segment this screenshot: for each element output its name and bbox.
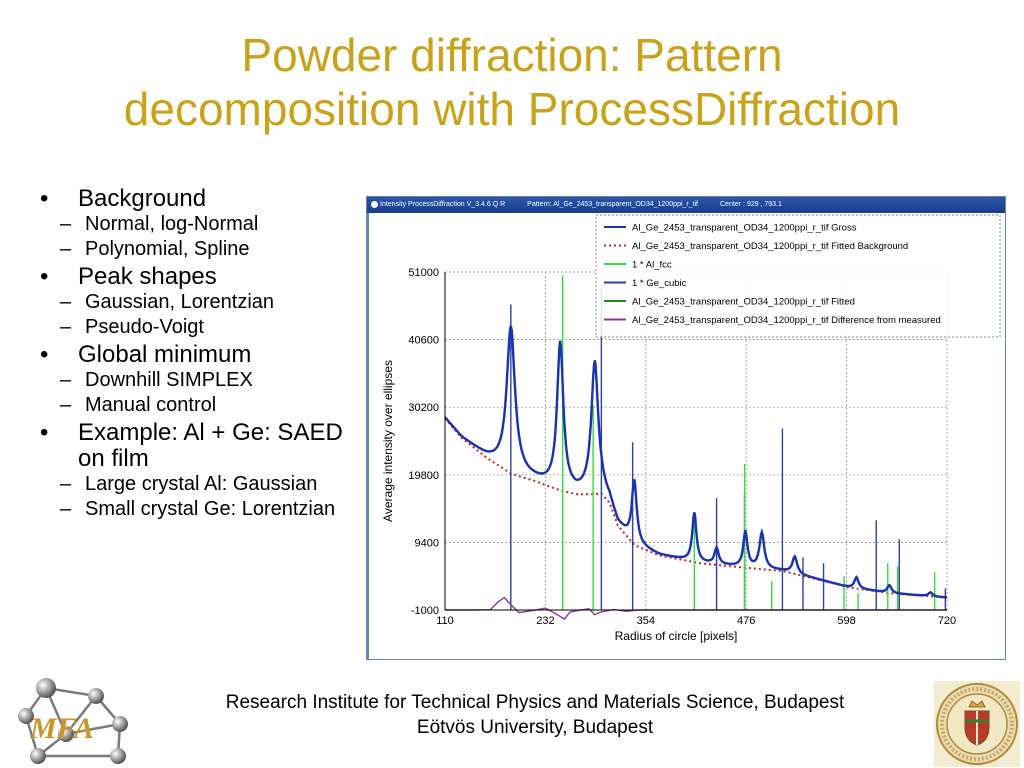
bullet-global-minimum: Global minimum Downhill SIMPLEX Manual c… (40, 341, 360, 417)
diffraction-plot: 110 232 354 476 598 720 51000 40600 30200 19800 94… (367, 213, 1005, 659)
legend-entry: 1 * Al_fcc (632, 260, 672, 271)
y-tick-label: 30200 (408, 402, 439, 414)
bullet-list: Background Normal, log-Normal Polynomial… (40, 182, 360, 524)
sub-bullet: Large crystal Al: Gaussian (40, 474, 360, 496)
y-axis-label: Average intensity over ellipses (381, 360, 395, 522)
y-tick-label: -1000 (411, 605, 439, 617)
app-icon (371, 201, 378, 208)
x-tick-label: 720 (938, 615, 956, 627)
bullet-text: Global minimum (78, 341, 252, 368)
slide-title: Powder diffraction: Pattern decompositio… (0, 28, 1024, 136)
slide-title-line-1: Powder diffraction: Pattern (241, 29, 783, 81)
sub-bullet: Pseudo-Voigt (40, 317, 360, 339)
bullet-text: Background (78, 185, 207, 212)
legend-entry: Al_Ge_2453_transparent_OD34_1200ppi_r_ti… (632, 297, 855, 308)
mfa-logo: MFA (18, 678, 128, 764)
footer-line-1: Research Institute for Technical Physics… (225, 692, 845, 713)
x-axis-label: Radius of circle [pixels] (615, 629, 738, 643)
x-tick-label: 598 (837, 615, 855, 627)
y-tick-label: 9400 (415, 537, 439, 549)
x-tick-label: 232 (536, 615, 554, 627)
x-tick-label: 354 (637, 615, 655, 627)
y-tick-label: 51000 (408, 267, 439, 279)
bullet-text: Example: Al + Ge: SAED on film (78, 419, 343, 472)
university-seal-icon (934, 681, 1020, 767)
bullet-peak-shapes: Peak shapes Gaussian, Lorentzian Pseudo-… (40, 263, 360, 339)
slide-title-line-2: decomposition with ProcessDiffraction (123, 83, 901, 135)
legend-box (595, 214, 1001, 338)
sub-bullet: Gaussian, Lorentzian (40, 292, 360, 314)
y-tick-label: 19800 (408, 470, 439, 482)
app-title: Intensity ProcessDiffraction V_3.4.6 Q R (371, 197, 505, 213)
legend-entry: 1 * Ge_cubic (632, 278, 687, 289)
logo-text: MFA (29, 712, 94, 745)
sub-bullet: Manual control (40, 395, 360, 417)
y-tick-label: 40600 (408, 335, 439, 347)
legend-entry: Al_Ge_2453_transparent_OD34_1200ppi_r_ti… (632, 315, 941, 326)
pattern-name: Pattern: Al_Ge_2453_transparent_OD34_120… (527, 201, 698, 208)
center-readout: Center : 929 , 793.1 (720, 201, 782, 208)
legend-entry: Al_Ge_2453_transparent_OD34_1200ppi_r_ti… (632, 223, 857, 234)
sub-bullet: Downhill SIMPLEX (40, 370, 360, 392)
footer-line-2: Eötvös University, Budapest (416, 717, 654, 738)
x-tick-label: 110 (436, 615, 454, 627)
window-titlebar[interactable]: Intensity ProcessDiffraction V_3.4.6 Q R… (367, 197, 1005, 213)
bullet-text: Peak shapes (78, 263, 217, 290)
legend-entry: Al_Ge_2453_transparent_OD34_1200ppi_r_ti… (632, 241, 908, 252)
series-gross (444, 325, 948, 599)
sub-bullet: Small crystal Ge: Lorentzian (40, 499, 360, 521)
bullet-example: Example: Al + Ge: SAED on film Large cry… (40, 419, 360, 521)
x-tick-label: 476 (737, 615, 755, 627)
bullet-background: Background Normal, log-Normal Polynomial… (40, 185, 360, 261)
sub-bullet: Normal, log-Normal (40, 214, 360, 236)
footer-affiliation: Research Institute for Technical Physics… (140, 690, 930, 740)
process-diffraction-window: Intensity ProcessDiffraction V_3.4.6 Q R… (366, 196, 1006, 660)
sub-bullet: Polynomial, Spline (40, 239, 360, 261)
